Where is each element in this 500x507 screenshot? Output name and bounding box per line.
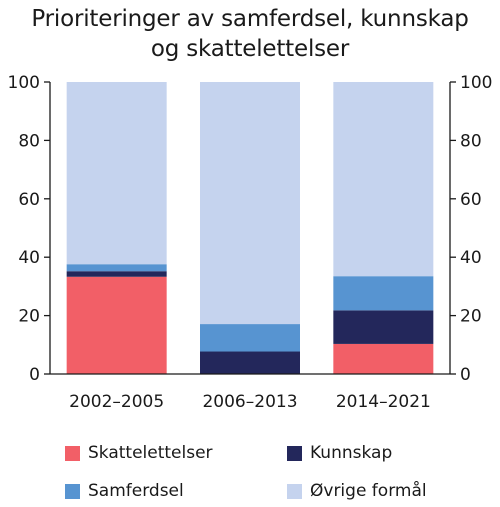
bar-segment-1-cat-3 [333,343,434,374]
x-tick-label: 2014–2021 [336,392,431,412]
axes-group [44,81,456,375]
labels-group: 2002–2005 2006–2013 2014–2021 0 0 20 20 40 40 60 6… [8,73,493,412]
bar-segment-3-cat-3 [333,276,434,311]
y-tick-label-left: 20 [18,307,40,327]
bar-segment-2-cat-3 [333,310,434,344]
y-tick-label-right: 40 [460,248,482,268]
bar-segment-2-cat-1 [66,271,167,277]
y-tick-label-right: 20 [460,307,482,327]
bar-segment-4-cat-2 [200,82,300,325]
bars-group [66,82,434,374]
y-tick-label-left: 80 [18,131,40,151]
bar-segment-1-cat-1 [66,276,167,374]
y-tick-label-left: 40 [18,248,40,268]
bar-segment-4-cat-3 [333,82,434,277]
bar-segment-4-cat-1 [66,82,167,265]
y-tick-label-left: 100 [8,73,40,93]
y-tick-label-right: 100 [460,73,492,93]
bar-segment-3-cat-2 [200,324,300,352]
x-tick-label: 2006–2013 [202,392,297,412]
bar-segment-2-cat-2 [200,351,300,374]
x-tick-label: 2002–2005 [69,392,164,412]
chart-title-line-2: og skattelettelser [150,36,350,62]
chart-title-line-1: Prioriteringer av samferdsel, kunnskap [31,6,469,32]
bar-segment-3-cat-1 [66,264,167,272]
chart-title: Prioriteringer av samferdsel, kunnskap o… [0,4,500,64]
y-tick-label-right: 60 [460,190,482,210]
y-tick-label-left: 0 [29,365,40,385]
y-tick-label-left: 60 [18,190,40,210]
y-tick-label-right: 0 [460,365,471,385]
y-tick-label-right: 80 [460,131,482,151]
